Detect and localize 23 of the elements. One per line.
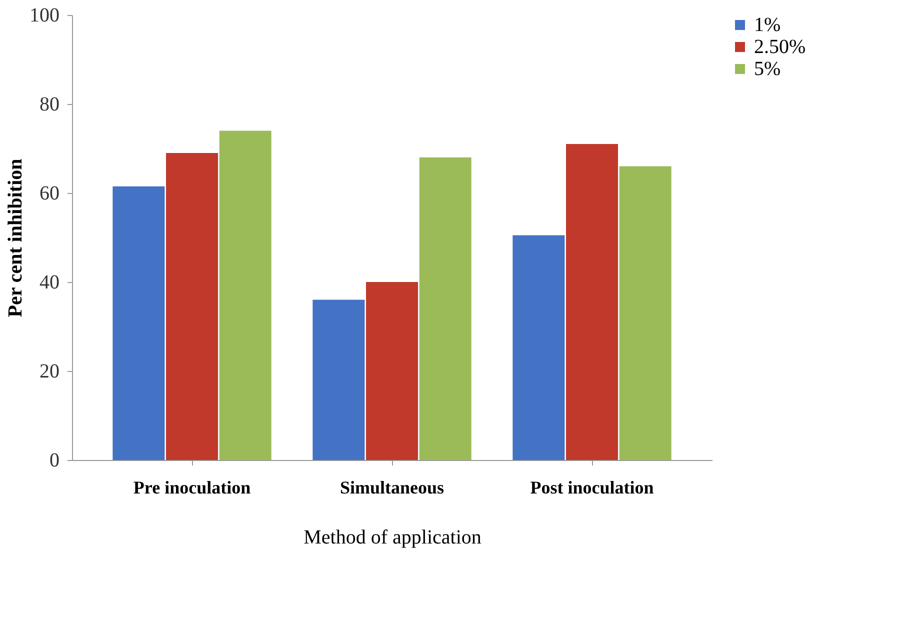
bar xyxy=(166,152,218,460)
y-tick-label: 0 xyxy=(50,450,60,472)
legend-label: 5% xyxy=(754,58,781,80)
bar xyxy=(366,282,418,460)
x-tick-label: Simultaneous xyxy=(340,478,444,498)
bar xyxy=(312,300,365,460)
bar xyxy=(512,235,565,460)
bar xyxy=(566,144,618,460)
x-tick-label: Post inoculation xyxy=(530,478,654,498)
bar xyxy=(112,186,165,460)
y-tick-label: 40 xyxy=(40,272,60,294)
y-tick-label: 80 xyxy=(40,94,60,116)
y-tick-label: 100 xyxy=(30,4,60,26)
bar xyxy=(419,157,472,460)
y-tick-label: 20 xyxy=(40,360,60,382)
legend-label: 2.50% xyxy=(754,36,806,58)
bar xyxy=(619,166,672,460)
y-axis-title: Per cent inhibition xyxy=(4,158,26,318)
x-tick-label: Pre inoculation xyxy=(133,478,251,498)
legend-label: 1% xyxy=(754,14,781,36)
x-axis-title: Method of application xyxy=(304,526,482,548)
y-tick-label: 60 xyxy=(40,182,60,204)
bar xyxy=(219,130,272,460)
